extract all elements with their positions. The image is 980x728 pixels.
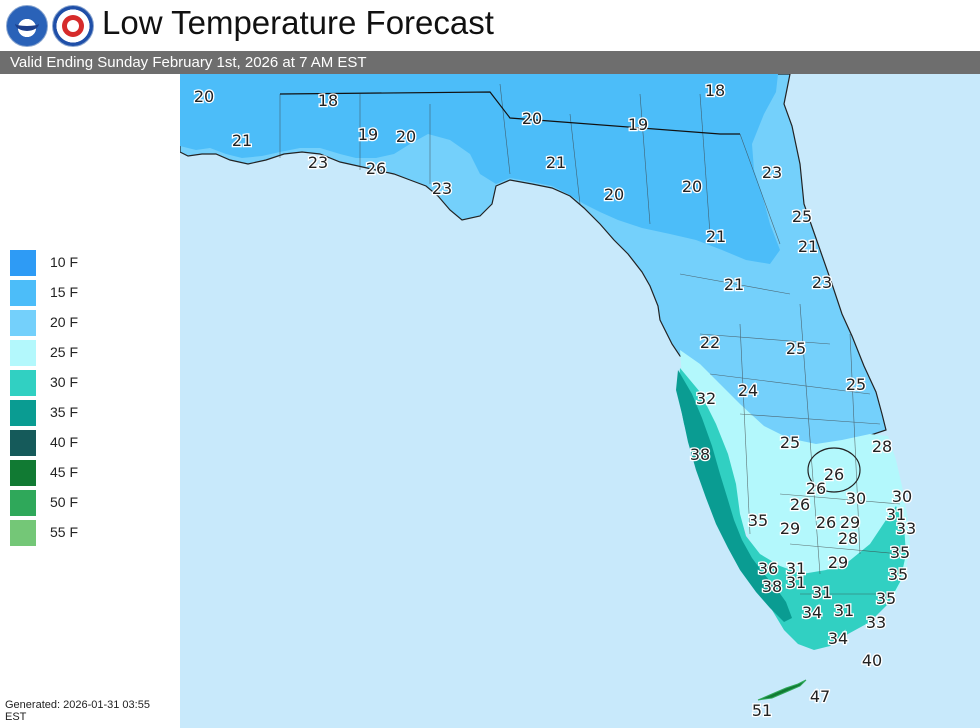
temperature-label: 23 <box>762 163 782 182</box>
temperature-label: 21 <box>546 153 566 172</box>
temperature-label: 38 <box>762 577 782 596</box>
temperature-label: 25 <box>846 375 866 394</box>
nws-logo <box>52 5 94 47</box>
temperature-label: 25 <box>780 433 800 452</box>
temperature-label: 21 <box>798 237 818 256</box>
temperature-label: 31 <box>812 583 832 602</box>
legend-swatch <box>10 520 36 546</box>
temperature-label: 29 <box>780 519 800 538</box>
temperature-label: 26 <box>806 479 826 498</box>
temperature-label: 47 <box>810 687 830 706</box>
temperature-label: 40 <box>862 651 882 670</box>
temperature-label: 33 <box>866 613 886 632</box>
temperature-label: 28 <box>838 529 858 548</box>
temperature-label: 31 <box>786 559 806 578</box>
temperature-label: 38 <box>690 445 710 464</box>
temperature-label: 20 <box>396 127 416 146</box>
legend-swatch <box>10 430 36 456</box>
temperature-label: 23 <box>308 153 328 172</box>
temperature-label: 23 <box>432 179 452 198</box>
noaa-logo <box>6 5 48 47</box>
temperature-label: 18 <box>705 81 725 100</box>
legend-swatch <box>10 340 36 366</box>
legend-label: 35 F <box>50 404 79 420</box>
temperature-label: 26 <box>790 495 810 514</box>
county-lines <box>279 83 901 595</box>
temperature-label: 36 <box>758 559 778 578</box>
temperature-label: 35 <box>890 543 910 562</box>
temperature-label: 26 <box>824 465 844 484</box>
temperature-label: 28 <box>872 437 892 456</box>
legend-label: 50 F <box>50 494 79 510</box>
state-border <box>279 91 740 135</box>
temperature-label: 34 <box>828 629 848 648</box>
temperature-label: 20 <box>194 87 214 106</box>
legend-panel: 10 F 15 F 20 F 25 F 30 F 35 F 40 F 45 F 50 F 55 F <box>0 74 180 728</box>
legend-swatch <box>10 490 36 516</box>
temperature-label: 21 <box>706 227 726 246</box>
temperature-label: 25 <box>786 339 806 358</box>
temperature-label: 31 <box>834 601 854 620</box>
valid-time-text: Valid Ending Sunday February 1st, 2026 a… <box>10 54 367 71</box>
lake-okeechobee <box>807 447 861 493</box>
temperature-label: 21 <box>232 131 252 150</box>
legend-swatch <box>10 370 36 396</box>
temperature-label: 34 <box>802 603 822 622</box>
land-region-35f <box>676 370 792 622</box>
land-region-30f <box>678 368 906 650</box>
legend-label: 10 F <box>50 254 79 270</box>
temperature-label: 22 <box>700 333 720 352</box>
temperature-label: 33 <box>896 519 916 538</box>
temperature-label: 29 <box>840 513 860 532</box>
temperature-labels: 20 18 18 21 19 20 20 19 23 26 21 23 20 20 23 25 21 21 21 23… <box>193 80 918 722</box>
legend-swatch <box>10 310 36 336</box>
temperature-label: 35 <box>748 511 768 530</box>
temperature-label: 18 <box>318 91 338 110</box>
page-title: Low Temperature Forecast <box>102 4 494 41</box>
temperature-label: 19 <box>628 115 648 134</box>
temperature-label: 26 <box>366 159 386 178</box>
temperature-label: 30 <box>846 489 866 508</box>
temperature-label: 19 <box>358 125 378 144</box>
temperature-label: 25 <box>792 207 812 226</box>
legend-label: 15 F <box>50 284 79 300</box>
temperature-label: 20 <box>604 185 624 204</box>
temperature-label: 51 <box>752 701 772 720</box>
legend-label: 25 F <box>50 344 79 360</box>
temperature-label: 20 <box>682 177 702 196</box>
temperature-label: 29 <box>828 553 848 572</box>
legend-swatch <box>10 400 36 426</box>
temperature-label: 35 <box>888 565 908 584</box>
legend-swatch <box>10 460 36 486</box>
generated-line: Generated: 2026-01-31 03:55 <box>5 699 150 711</box>
temperature-label: 20 <box>522 109 542 128</box>
generated-line-tz: EST <box>5 711 27 723</box>
legend-label: 45 F <box>50 464 79 480</box>
header: Low Temperature Forecast <box>0 0 980 50</box>
temperature-label: 26 <box>816 513 836 532</box>
florida-keys <box>757 679 807 701</box>
legend-label: 30 F <box>50 374 79 390</box>
legend-label: 55 F <box>50 524 79 540</box>
legend-label: 20 F <box>50 314 79 330</box>
temperature-label: 31 <box>786 573 806 592</box>
legend-swatch <box>10 280 36 306</box>
legend-swatch <box>10 250 36 276</box>
temperature-label: 31 <box>886 505 906 524</box>
temperature-label: 32 <box>696 389 716 408</box>
forecast-map: 20 18 18 21 19 20 20 19 23 26 21 23 20 20 23 25 21 21 21 23… <box>180 74 980 728</box>
legend-label: 40 F <box>50 434 79 450</box>
temperature-label: 30 <box>892 487 912 506</box>
florida-map-svg: 20 18 18 21 19 20 20 19 23 26 21 23 20 20 23 25 21 21 21 23… <box>180 74 980 728</box>
generated-timestamp: Generated: 2026-01-31 03:55 EST <box>5 699 175 723</box>
temperature-label: 35 <box>876 589 896 608</box>
land-region-15f <box>180 74 780 264</box>
temperature-label: 23 <box>812 273 832 292</box>
temperature-label: 24 <box>738 381 758 400</box>
temperature-label: 21 <box>724 275 744 294</box>
valid-time-bar: Valid Ending Sunday February 1st, 2026 a… <box>0 51 980 74</box>
